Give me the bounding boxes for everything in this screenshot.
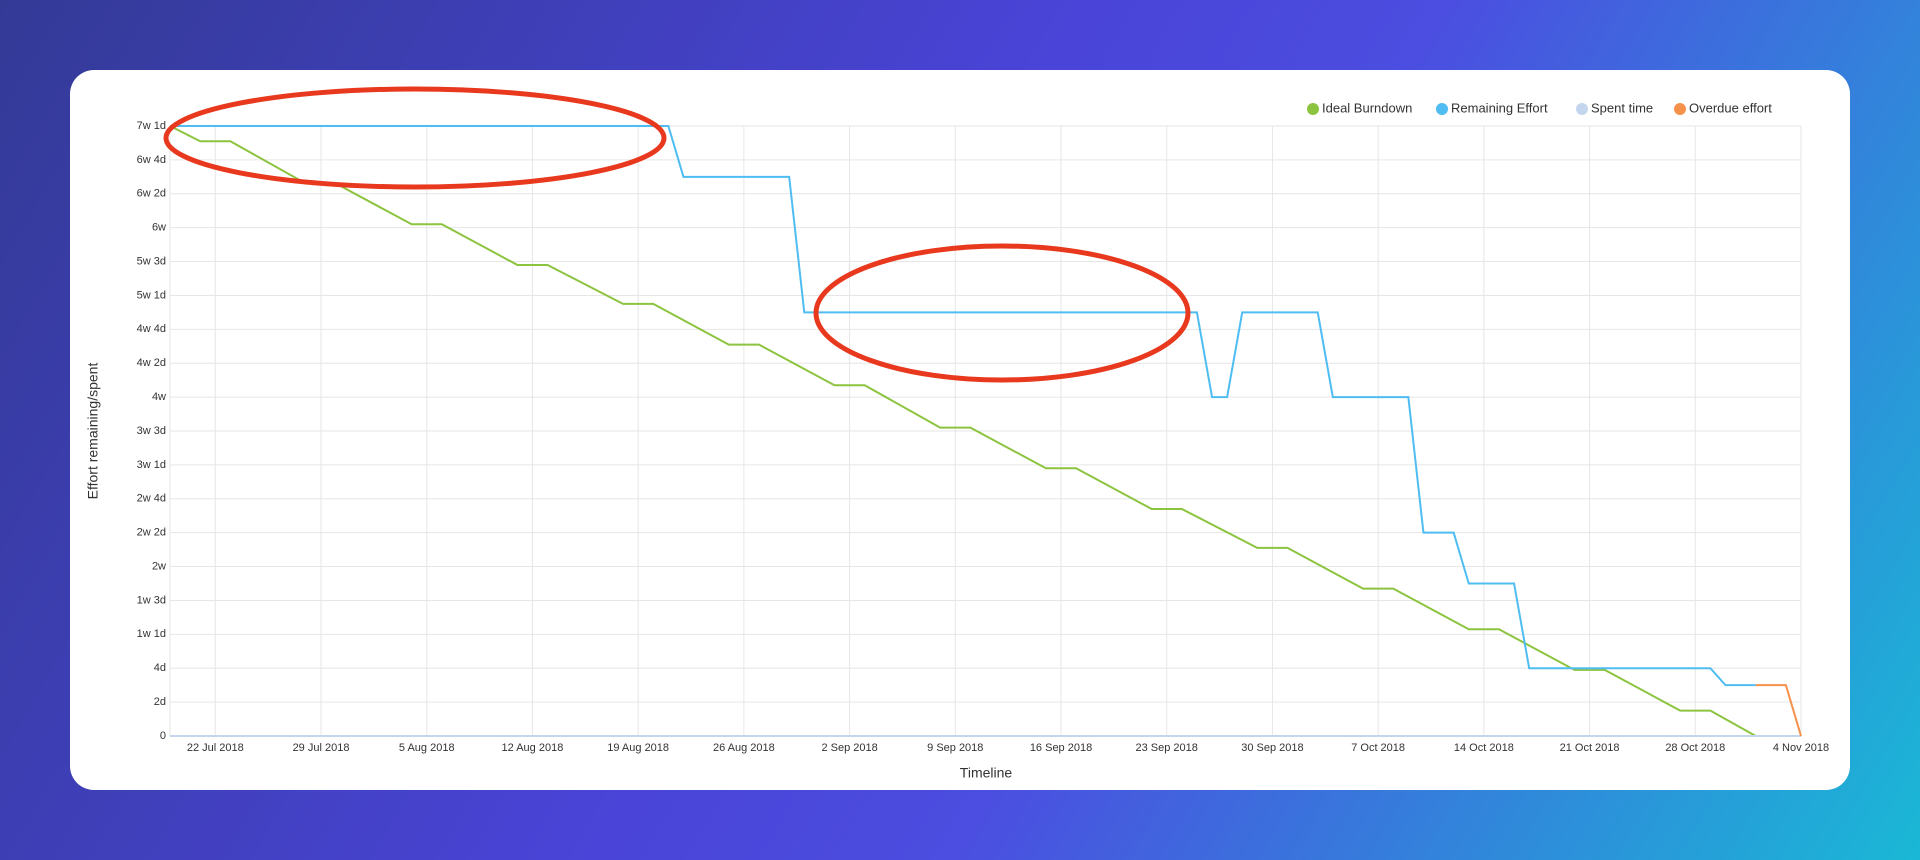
x-tick-label: 19 Aug 2018 [607,742,669,754]
x-tick-label: 12 Aug 2018 [502,742,564,754]
series-line [169,125,1757,737]
y-tick-label: 4w 4d [137,323,166,335]
legend-label: Spent time [1591,100,1653,115]
y-tick-label: 2d [154,696,166,708]
series-line [1755,684,1802,737]
y-tick-label: 4w 2d [137,357,166,369]
x-tick-label: 2 Sep 2018 [821,742,877,754]
x-tick-label: 26 Aug 2018 [713,742,775,754]
y-tick-label: 4d [154,662,166,674]
grid: 0 2d 4d 1w 1d 1w 3d 2w 2w 2d 2w 4d 3w 1d 3w 3d 4w 4… [137,120,1829,754]
x-tick-label: 4 Nov 2018 [1773,742,1829,754]
legend: Ideal Burndown Remaining Effort Spent time… [1307,100,1772,115]
x-tick-label: 14 Oct 2018 [1454,742,1514,754]
x-tick-label: 30 Sep 2018 [1241,742,1303,754]
y-tick-label: 3w 3d [137,425,166,437]
y-tick-label: 0 [160,730,166,742]
y-tick-label: 1w 1d [137,628,166,640]
y-tick-label: 2w 4d [137,493,166,505]
x-tick-label: 9 Sep 2018 [927,742,983,754]
legend-marker [1436,103,1448,115]
highlight-ellipse [813,243,1191,383]
series-line [170,125,1756,687]
x-axis-title: Timeline [960,765,1013,781]
highlight-ellipse [163,86,667,190]
x-tick-label: 28 Oct 2018 [1665,742,1725,754]
legend-marker [1307,103,1319,115]
x-tick-label: 16 Sep 2018 [1030,742,1092,754]
y-tick-label: 7w 1d [137,120,166,132]
y-tick-label: 5w 1d [137,289,166,301]
y-tick-label: 6w 2d [137,188,166,200]
x-tick-label: 23 Sep 2018 [1136,742,1198,754]
plot [169,125,1802,737]
x-tick-label: 7 Oct 2018 [1351,742,1405,754]
x-tick-label: 29 Jul 2018 [293,742,350,754]
y-tick-label: 6w [152,222,166,234]
card [70,70,1850,790]
y-tick-label: 4w [152,391,166,403]
y-tick-label: 2w [152,560,166,572]
x-tick-label: 22 Jul 2018 [187,742,244,754]
legend-label: Ideal Burndown [1322,100,1412,115]
legend-marker [1674,103,1686,115]
y-tick-label: 3w 1d [137,459,166,471]
y-tick-label: 6w 4d [137,154,166,166]
x-tick-label: 5 Aug 2018 [399,742,455,754]
legend-label: Overdue effort [1689,100,1772,115]
y-axis-title: Effort remaining/spent [85,363,101,500]
legend-label: Remaining Effort [1451,100,1548,115]
legend-marker [1576,103,1588,115]
x-tick-label: 21 Oct 2018 [1560,742,1620,754]
y-tick-label: 5w 3d [137,255,166,267]
y-tick-label: 1w 3d [137,594,166,606]
y-tick-label: 2w 2d [137,527,166,539]
